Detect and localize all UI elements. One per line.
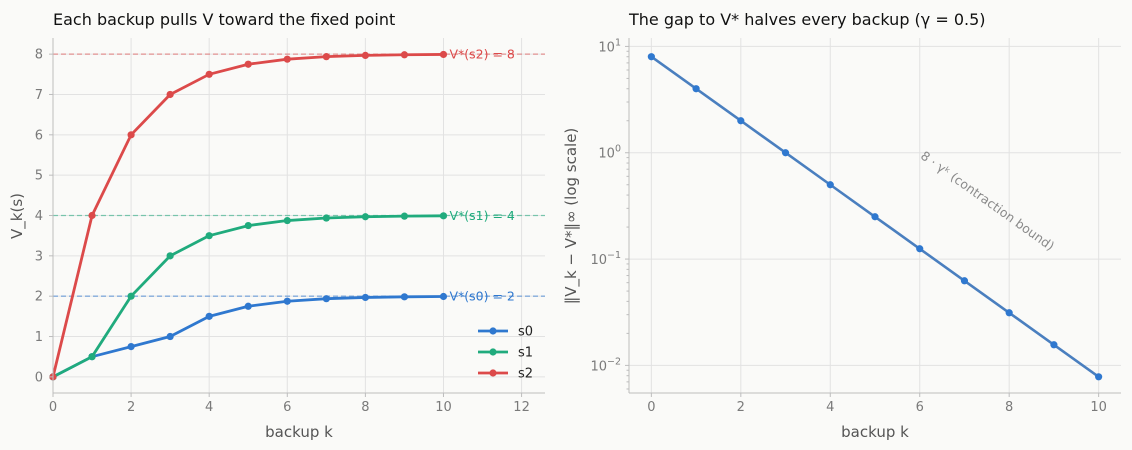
x-axis-label: backup k — [265, 423, 333, 441]
data-point-s2 — [244, 60, 252, 68]
data-point-s2 — [400, 51, 409, 59]
y-tick-label: 5 — [35, 169, 43, 184]
data-point-s1 — [88, 353, 96, 361]
y-tick-label: 100 — [598, 144, 621, 162]
x-tick-label: 6 — [916, 400, 924, 415]
legend-label-s0: s0 — [518, 325, 533, 340]
data-point-s2 — [205, 70, 213, 78]
fixed-point-label: V*(s2) = 8 — [449, 47, 514, 62]
error-point — [1005, 309, 1013, 317]
fixed-point-label: V*(s1) = 4 — [449, 208, 514, 223]
legend-label-s2: s2 — [518, 367, 533, 382]
y-axis-label: V_k(s) — [8, 193, 27, 239]
x-tick-label: 10 — [435, 400, 452, 415]
data-point-s0 — [244, 302, 252, 310]
data-point-s1 — [205, 232, 213, 240]
data-point-s2 — [439, 50, 448, 59]
data-point-s2 — [283, 55, 291, 63]
y-tick-label: 1 — [35, 330, 43, 345]
x-axis-label: backup k — [841, 423, 909, 441]
data-point-s2 — [88, 211, 96, 220]
error-point — [960, 277, 969, 285]
data-point-s0 — [439, 292, 448, 301]
y-tick-label: 4 — [35, 209, 43, 224]
data-point-s1 — [439, 212, 448, 220]
error-point — [692, 85, 700, 93]
legend: s0 s1 s2 — [478, 325, 533, 382]
error-point — [916, 245, 924, 253]
data-point-s1 — [244, 221, 252, 230]
chart-title: Each backup pulls V toward the fixed poi… — [53, 10, 395, 29]
x-tick-label: 0 — [49, 400, 57, 415]
y-tick-label: 8 — [35, 48, 43, 63]
y-tick-label: 3 — [35, 249, 43, 264]
chart-title: The gap to V* halves every backup (γ = 0… — [628, 10, 986, 29]
value-iteration-chart: Each backup pulls V toward the fixed poi… — [8, 10, 545, 441]
legend-label-s1: s1 — [518, 346, 533, 361]
data-point-s0 — [361, 293, 369, 302]
data-point-s1 — [283, 216, 291, 225]
error-decay-chart: The gap to V* halves every backup (γ = 0… — [562, 10, 1121, 441]
data-point-s0 — [400, 293, 409, 301]
x-tick-label: 10 — [1090, 400, 1107, 415]
legend-marker-s0 — [489, 327, 497, 335]
error-point — [781, 149, 790, 157]
data-point-s1 — [400, 212, 409, 220]
y-tick-label: 6 — [35, 128, 43, 143]
data-point-s2 — [322, 53, 330, 61]
data-point-s0 — [322, 295, 330, 303]
data-point-s2 — [127, 131, 135, 139]
data-point-s0 — [127, 343, 135, 351]
error-point — [647, 53, 655, 61]
data-point-s0 — [205, 312, 213, 320]
y-tick-label: 2 — [35, 290, 43, 305]
data-point-s2 — [166, 90, 174, 99]
legend-marker-s1 — [489, 348, 497, 356]
data-point-s2 — [361, 51, 369, 59]
x-tick-label: 4 — [826, 400, 834, 415]
error-point — [1095, 373, 1103, 381]
error-point — [737, 117, 745, 125]
y-tick-label: 10−2 — [590, 356, 621, 374]
y-tick-label: 0 — [35, 370, 43, 385]
y-tick-label: 101 — [598, 37, 621, 55]
data-point-s0 — [283, 297, 291, 305]
series-lines — [647, 53, 1103, 381]
data-point-s1 — [166, 252, 174, 260]
x-tick-label: 6 — [283, 400, 291, 415]
x-tick-label: 2 — [737, 400, 745, 415]
data-point-s1 — [127, 292, 135, 300]
contraction-bound-label: 8 · γᵏ (contraction bound) — [918, 148, 1057, 254]
error-point — [826, 181, 834, 189]
x-tick-label: 12 — [513, 400, 530, 415]
y-axis-label: ‖V_k − V*‖∞ (log scale) — [562, 128, 581, 305]
data-point-s1 — [322, 214, 330, 222]
tick-labels: 0 2 4 6 8 10 10−2 10−1 100 101 — [590, 37, 1106, 415]
error-point — [1050, 341, 1058, 349]
y-tick-label: 10−1 — [590, 250, 621, 268]
data-point-s0 — [166, 332, 174, 341]
legend-marker-s2 — [489, 369, 497, 377]
fixed-point-label: V*(s0) = 2 — [449, 289, 514, 304]
data-point-s1 — [361, 213, 369, 221]
x-tick-label: 8 — [1005, 400, 1013, 415]
x-tick-label: 4 — [205, 400, 213, 415]
error-point — [871, 213, 879, 221]
x-tick-label: 2 — [127, 400, 135, 415]
fixed-point-lines: V*(s0) = 2 V*(s1) = 4 V*(s2) = 8 — [53, 47, 545, 304]
x-tick-label: 0 — [647, 400, 655, 415]
x-tick-label: 8 — [361, 400, 369, 415]
grid — [629, 38, 1121, 393]
y-tick-label: 7 — [35, 88, 43, 103]
series-lines — [49, 50, 448, 381]
